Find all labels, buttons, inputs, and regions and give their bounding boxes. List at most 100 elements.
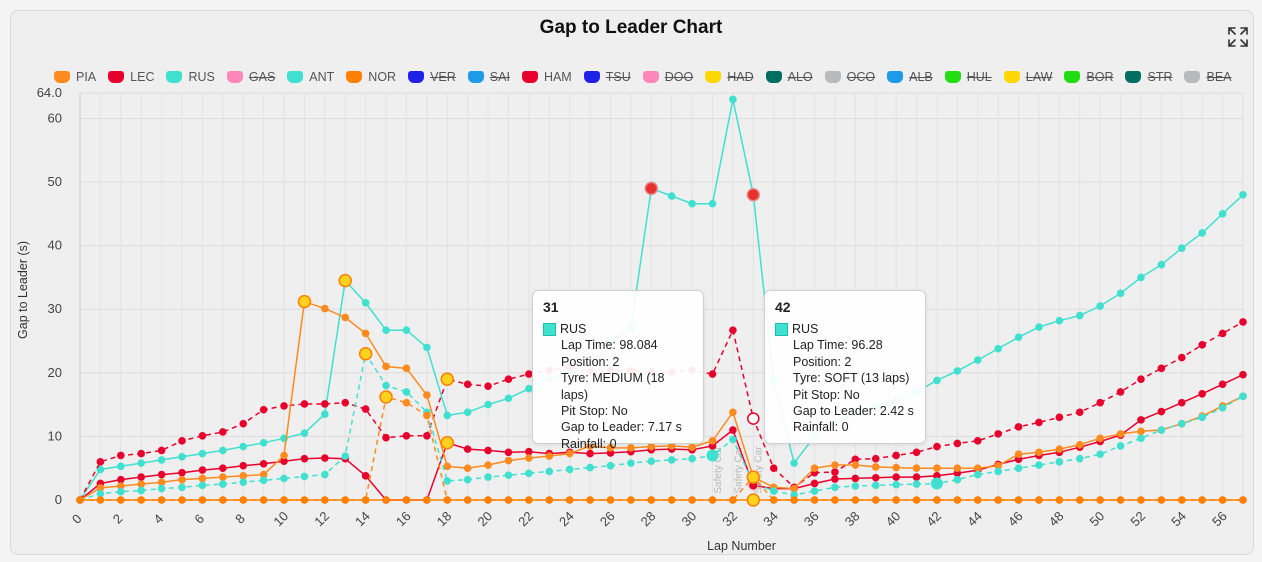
- data-point: [790, 459, 798, 467]
- legend-item-alb[interactable]: ALB: [887, 70, 933, 84]
- data-point: [463, 380, 472, 389]
- legend-swatch: [705, 71, 722, 83]
- data-point: [1116, 289, 1125, 298]
- data-point: [504, 394, 513, 403]
- x-tick-label: 30: [679, 508, 700, 529]
- legend-item-gas[interactable]: GAS: [226, 70, 275, 84]
- data-point: [341, 398, 350, 407]
- data-point: [463, 408, 472, 417]
- tooltip-lap-42: 42 RUS Lap Time: 96.28 Position: 2 Tyre:…: [764, 290, 926, 444]
- data-point: [1157, 407, 1166, 416]
- legend-item-rus[interactable]: RUS: [166, 70, 215, 84]
- legend-item-str[interactable]: STR: [1125, 70, 1172, 84]
- data-point: [912, 480, 921, 488]
- data-point: [708, 496, 717, 504]
- data-point: [198, 481, 207, 490]
- data-point: [463, 475, 472, 484]
- tooltip-tyre: Tyre: MEDIUM (18 laps): [561, 371, 665, 402]
- data-point: [1177, 419, 1186, 428]
- data-point: [892, 451, 900, 460]
- data-point: [1055, 413, 1064, 422]
- legend-item-ver[interactable]: VER: [408, 70, 456, 84]
- data-point: [953, 367, 962, 375]
- highlight-point: [706, 449, 719, 462]
- data-point: [606, 444, 615, 452]
- data-point: [117, 475, 125, 484]
- data-point: [1218, 210, 1227, 218]
- data-point: [729, 326, 737, 335]
- data-point: [606, 461, 615, 470]
- legend-swatch: [1064, 71, 1081, 83]
- data-point: [443, 496, 452, 504]
- data-point: [525, 370, 533, 378]
- data-point: [219, 446, 227, 455]
- data-point: [688, 454, 696, 463]
- legend-item-doo[interactable]: DOO: [642, 70, 693, 84]
- legend-item-sai[interactable]: SAI: [467, 70, 510, 84]
- data-point: [219, 428, 227, 436]
- data-point: [627, 496, 635, 504]
- tooltip-driver: RUS: [560, 322, 587, 336]
- legend-label: LEC: [130, 70, 155, 84]
- legend-item-bea[interactable]: BEA: [1184, 70, 1232, 84]
- legend-item-ant[interactable]: ANT: [287, 70, 334, 84]
- data-point: [688, 496, 696, 504]
- data-point: [973, 470, 982, 479]
- highlight-point: [379, 390, 393, 404]
- data-point: [219, 464, 227, 473]
- data-point: [912, 473, 921, 481]
- data-point: [321, 410, 329, 418]
- data-point: [667, 192, 676, 200]
- legend-item-alo[interactable]: ALO: [765, 70, 813, 84]
- data-point: [402, 388, 411, 396]
- legend-label: SAI: [489, 70, 510, 84]
- data-point: [300, 400, 309, 408]
- legend-item-hul[interactable]: HUL: [944, 70, 992, 84]
- highlight-point: [746, 188, 761, 202]
- data-point: [117, 496, 125, 504]
- legend-item-pia[interactable]: PIA: [54, 70, 96, 84]
- fullscreen-icon[interactable]: [1227, 26, 1249, 48]
- data-point: [382, 362, 390, 371]
- data-point: [647, 442, 656, 451]
- legend-item-ham[interactable]: HAM: [521, 70, 572, 84]
- data-point: [219, 473, 227, 481]
- data-point: [1218, 403, 1227, 412]
- y-tick-label: 30: [48, 301, 62, 316]
- tooltip-swatch: [775, 322, 788, 336]
- legend-item-oco[interactable]: OCO: [824, 70, 875, 84]
- legend-label: ALB: [909, 70, 933, 84]
- data-point: [1014, 496, 1023, 504]
- data-point: [443, 462, 452, 471]
- legend-swatch: [824, 71, 841, 83]
- data-point: [423, 431, 431, 440]
- legend-item-tsu[interactable]: TSU: [583, 70, 631, 84]
- legend-item-lec[interactable]: LEC: [108, 70, 154, 84]
- legend-swatch: [521, 71, 538, 83]
- data-point: [708, 437, 717, 445]
- data-point: [178, 475, 186, 484]
- series-lec: [76, 370, 1247, 504]
- data-point: [96, 484, 105, 492]
- data-point: [117, 462, 125, 471]
- data-point: [382, 433, 390, 442]
- data-point: [545, 452, 554, 460]
- data-point: [178, 496, 186, 504]
- data-point: [933, 376, 941, 385]
- data-point: [504, 456, 513, 465]
- legend-item-law[interactable]: LAW: [1003, 70, 1052, 84]
- legend-item-bor[interactable]: BOR: [1064, 70, 1113, 84]
- tooltip-title: 42: [775, 299, 791, 315]
- data-point: [259, 438, 268, 447]
- legend-label: NOR: [368, 70, 397, 84]
- series-line: [79, 300, 1244, 501]
- legend-item-had[interactable]: HAD: [705, 70, 754, 84]
- legend-item-nor[interactable]: NOR: [346, 70, 396, 84]
- data-point: [688, 443, 696, 452]
- data-point: [1035, 496, 1043, 504]
- x-tick-label: 44: [964, 508, 985, 529]
- safety-car-annotation: Safety Car: [713, 446, 724, 494]
- series-line: [79, 374, 1244, 501]
- legend-swatch: [1003, 71, 1020, 83]
- data-point: [933, 472, 941, 480]
